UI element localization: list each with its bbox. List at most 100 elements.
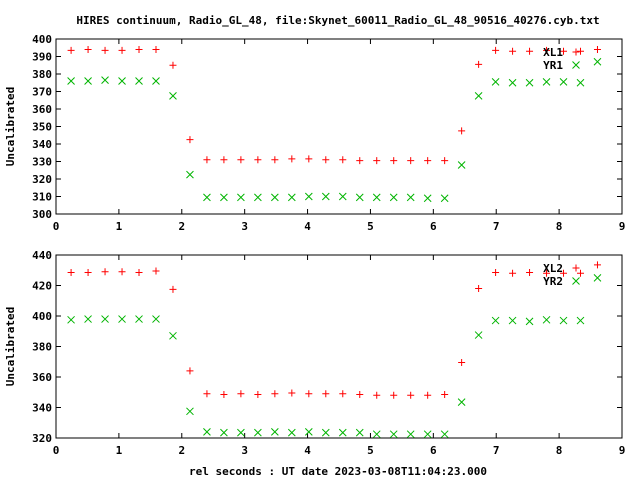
data-point-plus	[186, 367, 194, 375]
y-tick-label: 360	[32, 103, 52, 116]
y-axis-label: Uncalibrated	[4, 87, 17, 166]
data-point-plus	[84, 46, 92, 53]
x-tick-label: 1	[116, 444, 123, 457]
data-point-cross	[169, 331, 177, 340]
data-point-cross	[508, 316, 517, 325]
data-point-cross	[542, 315, 551, 324]
data-point-cross	[355, 193, 364, 202]
data-point-plus	[118, 46, 126, 54]
legend-marker	[572, 264, 580, 272]
data-point-cross	[152, 315, 160, 323]
data-point-plus	[288, 389, 296, 397]
data-point-plus	[305, 390, 313, 398]
data-point-cross	[101, 315, 109, 323]
data-point-cross	[287, 193, 296, 202]
data-point-cross	[440, 194, 449, 203]
data-point-plus	[593, 261, 601, 269]
data-point-cross	[270, 193, 279, 202]
data-point-cross	[254, 193, 262, 202]
data-point-cross	[576, 78, 585, 87]
data-point-cross	[270, 428, 279, 436]
x-tick-label: 9	[619, 444, 626, 457]
data-point-plus	[458, 359, 466, 367]
y-tick-label: 380	[32, 68, 52, 81]
data-point-plus	[271, 156, 279, 164]
y-tick-label: 320	[32, 432, 52, 445]
data-point-plus	[407, 157, 415, 165]
chart-title: HIRES continuum, Radio_GL_48, file:Skyne…	[76, 14, 599, 27]
y-axis-label: Uncalibrated	[4, 307, 17, 386]
data-point-cross	[474, 331, 483, 339]
data-point-cross	[169, 92, 177, 100]
series-XL1	[67, 46, 601, 165]
data-point-plus	[237, 390, 245, 398]
data-point-plus	[84, 269, 92, 277]
y-tick-label: 390	[32, 51, 52, 64]
data-point-plus	[118, 268, 126, 276]
y-tick-label: 370	[32, 86, 52, 99]
y-tick-label: 340	[32, 402, 52, 415]
chart-panel-2: 0 1 2 3 4 5 6 7 8 9 320 340 360 380 400 420 440 Uncalibra…	[4, 249, 625, 457]
data-point-plus	[576, 269, 584, 277]
x-tick-label: 2	[178, 220, 185, 233]
x-tick-label: 6	[430, 220, 437, 233]
data-point-cross	[237, 193, 245, 202]
x-tick-label: 9	[619, 220, 626, 233]
data-point-cross	[84, 315, 92, 323]
x-tick-label: 2	[178, 444, 185, 457]
x-tick-label: 3	[241, 220, 248, 233]
legend-marker	[572, 277, 580, 285]
data-point-plus	[220, 156, 228, 164]
y-tick-label: 320	[32, 173, 52, 186]
data-point-plus	[593, 46, 601, 53]
data-point-cross	[559, 78, 568, 86]
x-tick-label: 7	[493, 220, 500, 233]
chart-panel-1: 0 1 2 3 4 5 6 7 8 9 300 310 320 330 340 350 360 370 380 390…	[4, 33, 625, 233]
series-YR1	[67, 57, 602, 203]
data-point-cross	[321, 428, 330, 437]
data-point-cross	[101, 76, 109, 84]
y-tick-label: 400	[32, 310, 52, 323]
y-tick-label: 330	[32, 156, 52, 169]
data-point-cross	[152, 77, 160, 85]
y-tick-label: 380	[32, 341, 52, 354]
x-tick-label: 0	[53, 444, 60, 457]
data-point-plus	[492, 269, 500, 277]
y-tick-label: 440	[32, 249, 52, 262]
data-point-cross	[186, 407, 194, 416]
data-point-cross	[220, 193, 228, 202]
data-point-cross	[559, 316, 568, 325]
data-point-plus	[390, 391, 398, 399]
data-point-plus	[67, 46, 75, 54]
data-point-plus	[475, 285, 483, 293]
data-point-cross	[355, 428, 364, 437]
data-point-cross	[423, 430, 432, 439]
data-point-cross	[491, 78, 500, 86]
data-point-plus	[576, 47, 584, 55]
data-point-cross	[457, 398, 466, 407]
data-point-cross	[491, 316, 500, 325]
y-tick-label: 310	[32, 191, 52, 204]
x-tick-label: 3	[241, 444, 248, 457]
y-tick-label: 400	[32, 33, 52, 46]
data-point-plus	[271, 390, 279, 398]
series-XL2	[67, 261, 601, 399]
legend-marker	[572, 61, 580, 69]
data-point-plus	[390, 157, 398, 165]
data-point-plus	[560, 47, 568, 55]
y-tick-label: 340	[32, 138, 52, 151]
data-point-cross	[135, 77, 143, 85]
data-point-plus	[305, 155, 313, 163]
chart-panels: 0 1 2 3 4 5 6 7 8 9300310320330340350360370380390…	[4, 33, 625, 457]
data-point-cross	[67, 315, 75, 324]
data-point-plus	[288, 155, 296, 163]
data-point-cross	[84, 77, 92, 85]
legend-marker-plus	[572, 48, 580, 56]
x-axis-label: rel seconds : UT date 2023-03-08T11:04:2…	[189, 465, 487, 478]
data-point-plus	[101, 268, 109, 276]
data-point-cross	[321, 192, 330, 201]
x-tick-label: 1	[116, 220, 123, 233]
data-point-cross	[576, 316, 585, 325]
data-point-plus	[339, 390, 347, 398]
